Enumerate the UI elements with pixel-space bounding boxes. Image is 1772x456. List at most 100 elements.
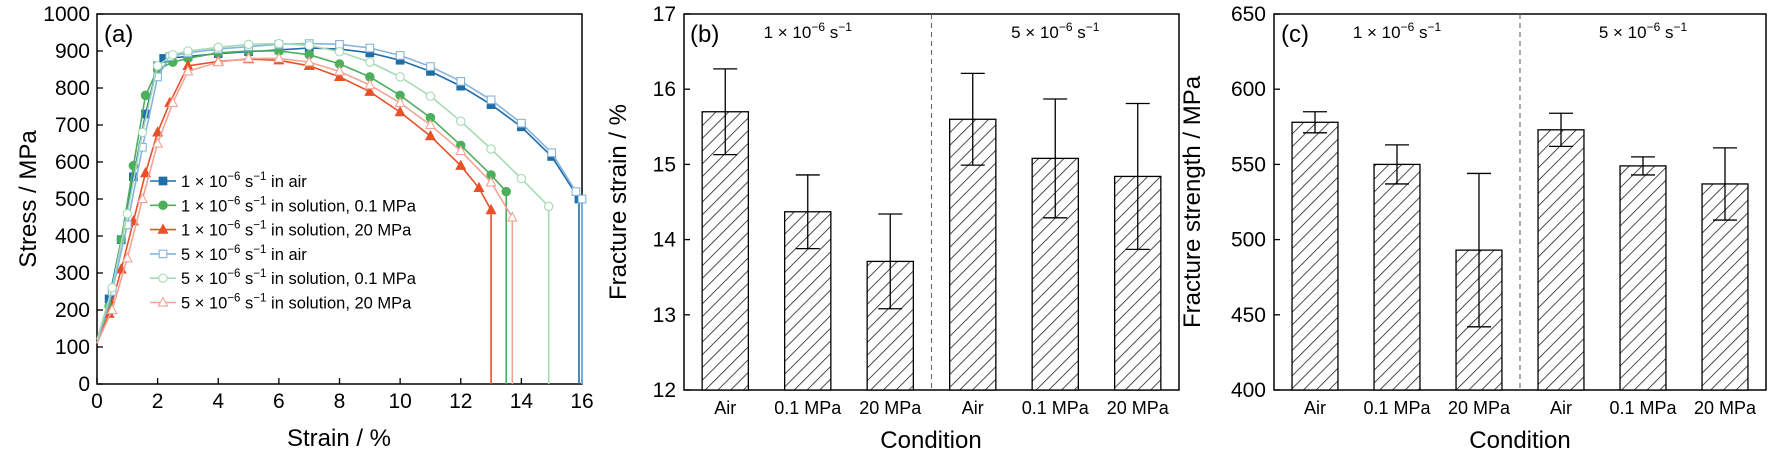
series bbox=[96, 46, 511, 384]
data-point bbox=[157, 223, 169, 234]
data-point bbox=[152, 61, 163, 71]
data-point bbox=[243, 39, 254, 50]
legend-text: 5 × 10 bbox=[181, 270, 227, 288]
legend-label: 1 × 10−6 s−1 in solution, 0.1 MPa bbox=[181, 195, 417, 215]
data-point bbox=[365, 57, 375, 67]
rate-text: s bbox=[1660, 23, 1673, 42]
x-tick-label: 0.1 MPa bbox=[1609, 398, 1677, 418]
data-point bbox=[157, 296, 169, 307]
legend-exponent: −6 bbox=[227, 244, 240, 256]
y-tick-label: 16 bbox=[653, 78, 676, 101]
legend-text: s bbox=[240, 246, 253, 264]
data-point bbox=[333, 65, 346, 76]
y-tick-label: 200 bbox=[55, 299, 90, 322]
y-tick-label: 600 bbox=[55, 151, 90, 174]
legend-item: 5 × 10−6 s−1 in solution, 20 MPa bbox=[150, 293, 412, 313]
data-point bbox=[273, 52, 285, 63]
y-axis-label: Fracture strain / % bbox=[605, 104, 632, 300]
series bbox=[96, 52, 497, 384]
data-point bbox=[303, 55, 315, 67]
legend-text: in solution, 0.1 MPa bbox=[266, 270, 416, 288]
data-point bbox=[577, 194, 587, 204]
rate-text: s bbox=[1073, 23, 1086, 42]
data-point bbox=[364, 85, 376, 96]
legend-item: 5 × 10−6 s−1 in solution, 0.1 MPa bbox=[150, 268, 417, 288]
rate-text: 1 × 10 bbox=[1353, 23, 1401, 42]
rate-exponent: −1 bbox=[1427, 20, 1441, 34]
error-bar bbox=[1631, 156, 1655, 176]
legend-text: s bbox=[240, 222, 253, 240]
legend-text: in air bbox=[266, 173, 307, 191]
data-point bbox=[364, 78, 376, 90]
x-tick-label: 4 bbox=[212, 390, 224, 413]
data-point bbox=[158, 200, 168, 211]
data-point bbox=[517, 118, 526, 128]
bar bbox=[1537, 129, 1585, 391]
data-point bbox=[138, 142, 147, 152]
rate-exponent: −6 bbox=[1647, 20, 1661, 34]
legend-text: in solution, 0.1 MPa bbox=[266, 197, 416, 215]
x-tick-label: 2 bbox=[152, 390, 164, 413]
y-tick-label: 14 bbox=[653, 229, 677, 252]
rate-exponent: −1 bbox=[838, 20, 852, 34]
axis-ticks: 0 2 4 6 8 10 12 14 16 0 100 200 300 400 500 600 700 800 90… bbox=[43, 3, 593, 413]
error-bar bbox=[795, 174, 820, 250]
series-lines bbox=[96, 38, 587, 384]
data-point bbox=[424, 118, 436, 130]
data-point bbox=[333, 70, 346, 82]
data-point bbox=[106, 303, 118, 315]
legend-item: 1 × 10−6 s−1 in air bbox=[150, 171, 307, 191]
x-tick-label: 20 MPa bbox=[1107, 398, 1170, 418]
y-tick-label: 600 bbox=[1231, 78, 1266, 101]
y-tick-label: 650 bbox=[1231, 3, 1266, 26]
data-point bbox=[424, 129, 436, 141]
legend-text: in solution, 20 MPa bbox=[266, 295, 412, 313]
data-point bbox=[183, 46, 193, 56]
bar bbox=[1291, 121, 1339, 391]
y-tick-label: 500 bbox=[1231, 229, 1266, 252]
data-point bbox=[486, 95, 496, 105]
legend-text: in air bbox=[266, 246, 307, 264]
y-tick-label: 400 bbox=[55, 225, 90, 248]
error-bar bbox=[1713, 147, 1737, 221]
data-point bbox=[167, 96, 179, 107]
y-tick-label: 15 bbox=[653, 153, 676, 176]
x-axis-label: Strain / % bbox=[287, 425, 391, 452]
rate-text: s bbox=[1414, 23, 1427, 42]
data-point bbox=[426, 62, 435, 71]
legend: 1 × 10−6 s−1 in air 1 × 10−6 s−1 in solut… bbox=[150, 171, 417, 313]
error-bar bbox=[1043, 98, 1068, 219]
x-tick-label: 16 bbox=[570, 390, 593, 413]
legend-exponent: −1 bbox=[253, 268, 266, 280]
x-tick-label: 0.1 MPa bbox=[774, 398, 842, 418]
x-tick-label: 10 bbox=[388, 390, 411, 413]
data-point bbox=[107, 283, 117, 293]
data-point bbox=[152, 137, 164, 148]
rate-text: 1 × 10 bbox=[764, 23, 812, 42]
x-axis-label: Condition bbox=[880, 427, 981, 454]
data-point bbox=[473, 181, 485, 193]
rate-text: s bbox=[825, 23, 838, 42]
legend-exponent: −6 bbox=[227, 195, 240, 207]
bar bbox=[701, 111, 750, 391]
data-point bbox=[213, 42, 224, 53]
error-bar bbox=[960, 72, 985, 166]
bar bbox=[1619, 165, 1667, 391]
legend-exponent: −6 bbox=[227, 293, 240, 305]
x-tick-label: 0.1 MPa bbox=[1022, 398, 1090, 418]
x-tick-label: 20 MPa bbox=[1448, 398, 1511, 418]
legend-text: s bbox=[240, 270, 253, 288]
data-point bbox=[140, 90, 151, 101]
legend-text: s bbox=[240, 173, 253, 191]
data-point bbox=[455, 159, 467, 170]
data-point bbox=[486, 144, 496, 154]
y-tick-label: 13 bbox=[653, 304, 676, 327]
series-line bbox=[96, 42, 550, 384]
data-point bbox=[501, 186, 511, 197]
strain-rate-label: 1 × 10−6 s−1 bbox=[1353, 20, 1442, 42]
rate-exponent: −6 bbox=[1401, 20, 1415, 34]
x-tick-label: 0 bbox=[91, 390, 103, 413]
